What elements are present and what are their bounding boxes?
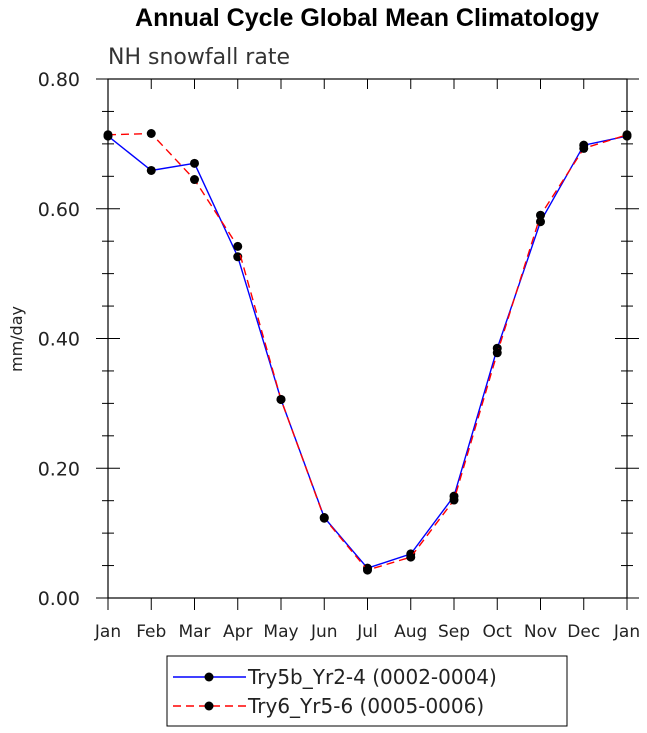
data-point-s1-3 <box>233 252 243 262</box>
x-tick-label: Jun <box>310 622 338 642</box>
x-tick-label: Feb <box>136 622 166 642</box>
data-point-s2-3 <box>233 241 243 251</box>
y-axis-label: mm/day <box>7 306 26 372</box>
series-line-2 <box>107 132 628 571</box>
x-tick-labels: Jan Feb Mar Apr May Jun Jul Aug Sep Oct Nov Dec Jan <box>94 622 640 642</box>
data-point-s2-1 <box>146 128 156 138</box>
legend-label-1: Try5b_Yr2-4 (0002-0004) <box>247 665 497 689</box>
data-point-s2-8 <box>449 495 459 505</box>
y-tick-label: 0.00 <box>38 588 80 610</box>
y-tick-labels: 0.00 0.20 0.40 0.60 0.80 <box>38 69 80 610</box>
x-tick-label: Jul <box>356 622 378 642</box>
data-point-s2-5 <box>319 513 329 523</box>
data-point-s2-2 <box>190 175 199 185</box>
series-group <box>103 128 632 575</box>
data-point-s2-9 <box>492 348 502 358</box>
x-tick-label: Nov <box>524 622 557 642</box>
x-tick-label: Jan <box>94 622 121 642</box>
data-point-s1-2 <box>190 158 199 168</box>
data-point-s2-11 <box>579 143 589 153</box>
data-point-s2-6 <box>363 565 372 575</box>
x-tick-label: Dec <box>567 622 600 642</box>
chart-subtitle: NH snowfall rate <box>108 45 290 70</box>
x-tick-label: Aug <box>394 622 427 642</box>
legend-label-2: Try6_Yr5-6 (0005-0006) <box>247 694 484 718</box>
chart-title: Annual Cycle Global Mean Climatology <box>135 4 599 32</box>
data-point-s2-7 <box>406 552 416 562</box>
y-tick-label: 0.80 <box>38 69 80 91</box>
y-tick-label: 0.40 <box>38 329 80 351</box>
x-tick-label: Jan <box>613 622 640 642</box>
data-point-s1-1 <box>146 165 156 175</box>
series-line-1 <box>107 135 628 570</box>
legend-box <box>166 655 568 727</box>
x-tick-label: May <box>263 622 298 642</box>
legend-marker-2 <box>204 701 214 711</box>
x-tick-label: Sep <box>438 622 470 642</box>
y-tick-label: 0.20 <box>38 458 80 480</box>
y-tick-label: 0.60 <box>38 199 80 221</box>
legend: Try5b_Yr2-4 (0002-0004) Try6_Yr5-6 (0005-… <box>173 665 497 718</box>
legend-marker-1 <box>204 672 214 682</box>
x-tick-label: Apr <box>223 622 252 642</box>
data-point-s2-10 <box>536 210 545 220</box>
data-point-s1-10 <box>536 217 545 227</box>
x-tick-label: Oct <box>483 622 513 642</box>
data-point-s2-12 <box>622 130 632 140</box>
axis-ticks <box>96 78 639 610</box>
plot-frame <box>107 78 628 599</box>
data-point-s2-0 <box>103 130 113 140</box>
data-point-s2-4 <box>276 394 286 404</box>
x-tick-label: Mar <box>178 622 210 642</box>
